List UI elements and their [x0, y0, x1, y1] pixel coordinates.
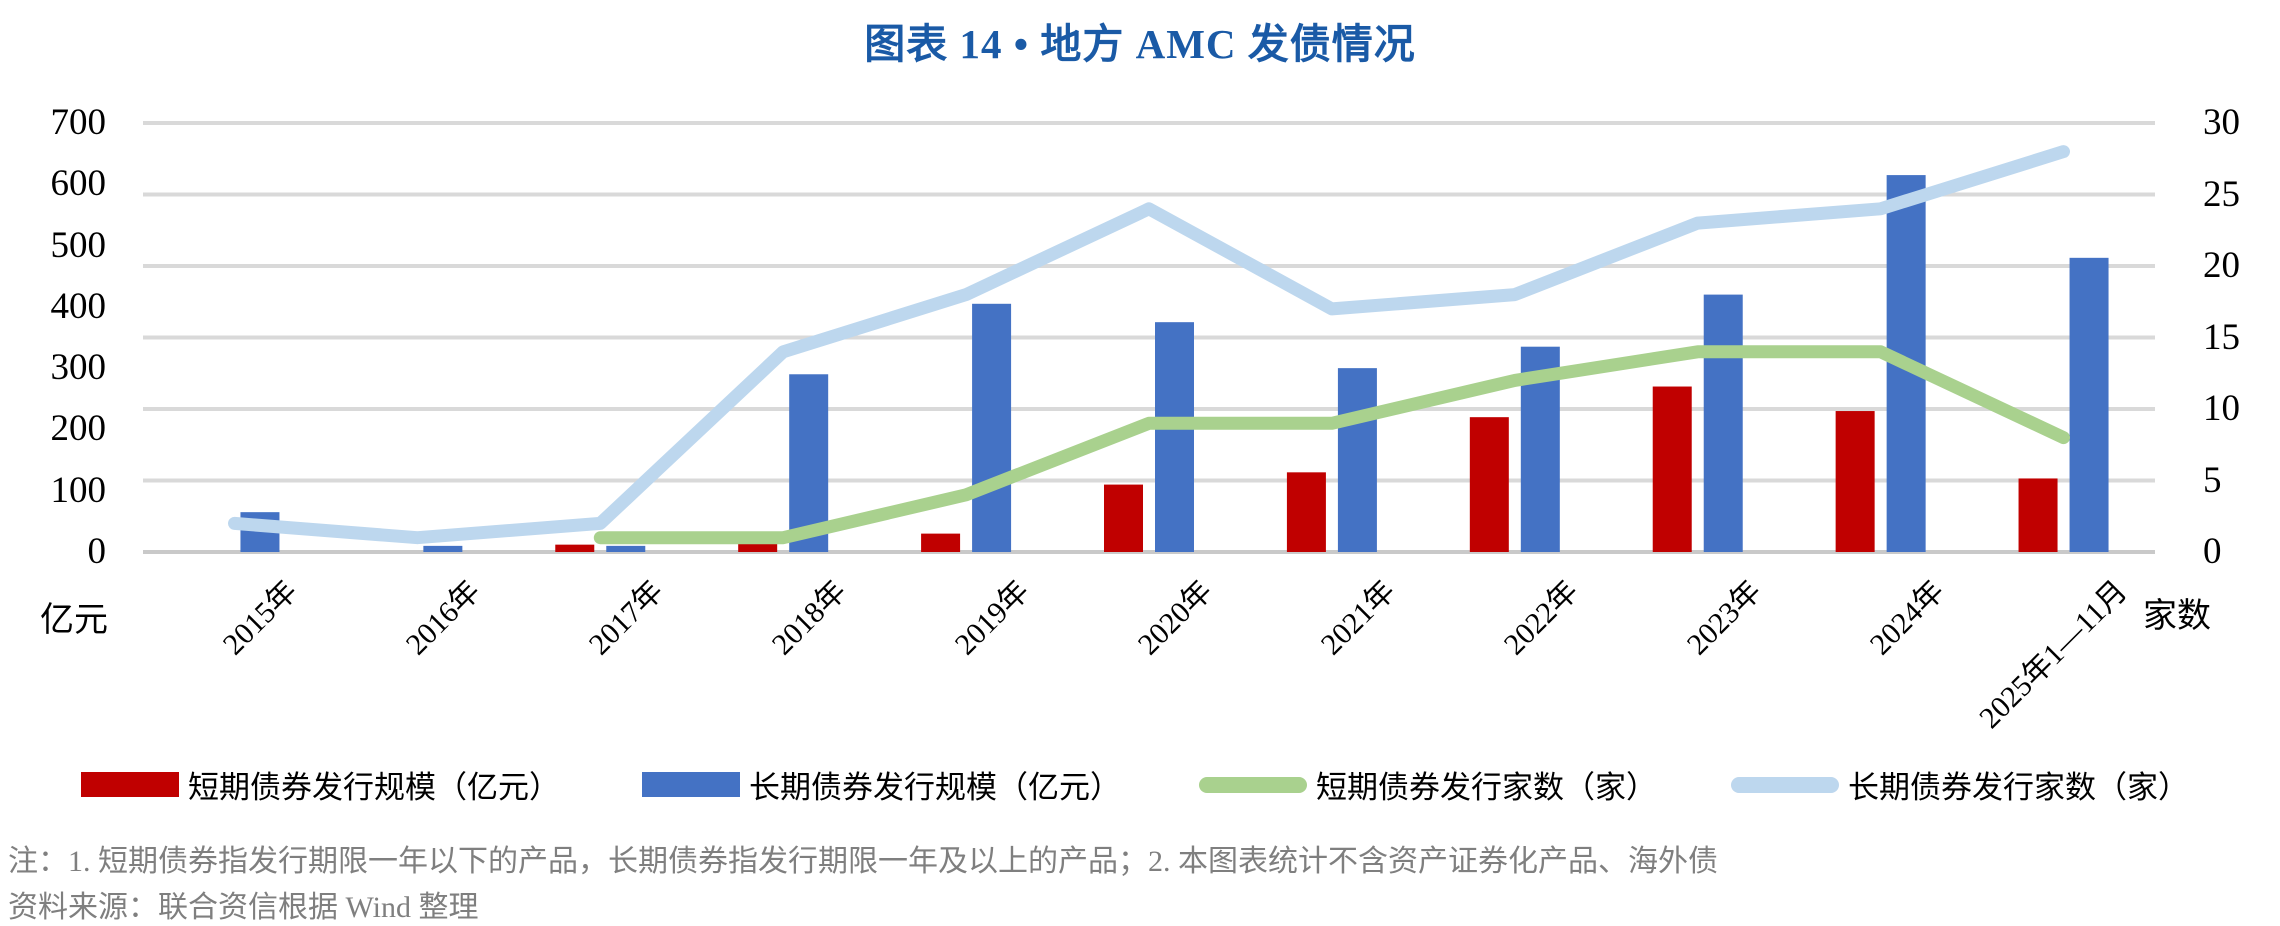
legend-item: 短期债券发行规模（亿元） — [81, 762, 560, 807]
legend-item: 短期债券发行家数（家） — [1199, 762, 1657, 807]
legend-label: 短期债券发行规模（亿元） — [188, 770, 560, 805]
left-axis-tick: 0 — [87, 531, 107, 572]
bar-short-term-2021年 — [1286, 472, 1326, 552]
left-axis-tick: 200 — [50, 408, 107, 450]
bar-short-term-2023年 — [1652, 386, 1692, 552]
line-long-term-count — [228, 145, 2070, 545]
chart-title: 图表 14 • 地方 AMC 发债情况 — [864, 21, 1416, 67]
bar-long-term-2019年 — [972, 303, 1012, 552]
legend-swatch-bar — [642, 772, 740, 797]
right-axis-tick: 30 — [2203, 102, 2240, 143]
right-axis-tick: 15 — [2203, 316, 2240, 358]
bar-long-term-2017年 — [606, 545, 646, 552]
bar-short-term-2019年 — [921, 533, 961, 552]
left-axis-tick: 500 — [50, 224, 107, 266]
right-axis-tick: 10 — [2203, 388, 2240, 429]
left-axis-tick: 400 — [50, 285, 107, 327]
right-axis-tick: 0 — [2203, 531, 2222, 572]
legend-item: 长期债券发行规模（亿元） — [642, 762, 1121, 807]
bar-long-term-2023年 — [1703, 294, 1743, 552]
bar-short-term-2020年 — [1104, 484, 1143, 552]
bar-long-term-2016年 — [423, 545, 463, 552]
left-axis-tick: 300 — [50, 347, 107, 389]
legend-swatch-line — [1731, 776, 1839, 793]
legend-label: 长期债券发行家数（家） — [1848, 770, 2189, 805]
note-line-2: 资料来源：联合资信根据 Wind 整理 — [8, 891, 479, 924]
left-axis-tick: 700 — [50, 102, 107, 143]
legend-label: 短期债券发行家数（家） — [1316, 770, 1657, 805]
line-short-term-count — [593, 345, 2070, 545]
bar-long-term-2025年1—11月 — [2069, 257, 2109, 552]
legend-swatch-bar — [81, 772, 179, 797]
right-axis-tick: 25 — [2203, 173, 2240, 215]
bar-long-term-2020年 — [1155, 322, 1194, 552]
note-line-1: 注：1. 短期债券指发行期限一年以下的产品，长期债券指发行期限一年及以上的产品；… — [8, 845, 1718, 878]
left-axis-tick: 600 — [50, 163, 107, 205]
right-axis-tick: 20 — [2203, 245, 2240, 286]
legend-swatch-line — [1199, 776, 1307, 793]
bar-short-term-2025年1—11月 — [2018, 478, 2058, 552]
right-axis-unit-label: 家数 — [2143, 598, 2211, 635]
legend-label: 长期债券发行规模（亿元） — [749, 770, 1121, 805]
bar-short-term-2022年 — [1469, 417, 1509, 552]
left-axis-tick: 100 — [50, 469, 107, 511]
legend-item: 长期债券发行家数（家） — [1731, 762, 2189, 807]
bar-short-term-2017年 — [555, 544, 595, 552]
left-axis-unit-label: 亿元 — [40, 602, 108, 639]
bar-short-term-2024年 — [1835, 411, 1875, 552]
right-axis-tick: 5 — [2203, 459, 2222, 501]
bar-long-term-2021年 — [1337, 368, 1377, 552]
